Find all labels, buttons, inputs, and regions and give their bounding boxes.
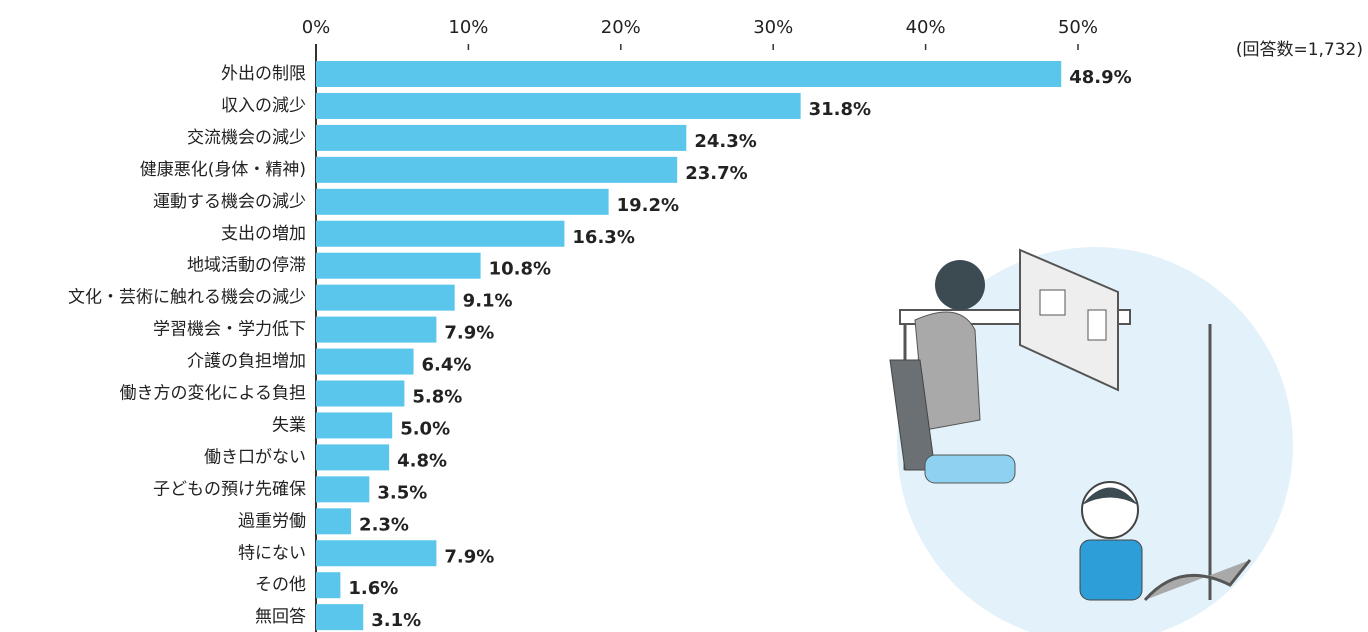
category-label: 無回答: [255, 607, 306, 627]
bar: [316, 508, 352, 535]
bar: [316, 252, 481, 279]
value-label: 16.3%: [572, 227, 634, 248]
value-label: 48.9%: [1069, 67, 1131, 88]
annotation: (回答数=1,732): [1236, 40, 1363, 60]
value-label: 6.4%: [422, 355, 472, 376]
bar: [316, 444, 390, 471]
value-label: 7.9%: [444, 546, 494, 567]
category-label: 外出の制限: [221, 64, 306, 84]
value-label: 10.8%: [489, 259, 551, 280]
bar: [316, 156, 678, 183]
x-tick-label: 10%: [448, 17, 488, 38]
bar: [316, 476, 370, 503]
category-label: 文化・芸術に触れる機会の減少: [68, 288, 306, 308]
x-tick-label: 20%: [601, 17, 641, 38]
category-label: 健康悪化(身体・精神): [140, 160, 306, 180]
bar: [316, 604, 364, 631]
category-label: 働き方の変化による負担: [120, 384, 307, 404]
bar: [316, 220, 565, 247]
category-label: 介護の負担増加: [187, 352, 306, 372]
value-label: 19.2%: [617, 195, 679, 216]
value-label: 31.8%: [809, 99, 871, 120]
bar: [316, 348, 414, 375]
value-label: 23.7%: [685, 163, 747, 184]
category-label: その他: [255, 575, 306, 595]
category-label: 支出の増加: [221, 224, 306, 244]
category-label: 収入の減少: [221, 96, 306, 116]
value-label: 24.3%: [694, 131, 756, 152]
bar: [316, 284, 455, 311]
bar: [316, 540, 437, 567]
bar: [316, 380, 405, 407]
category-label: 地域活動の停滞: [187, 256, 306, 276]
category-label: 過重労働: [238, 511, 306, 531]
bar: [316, 61, 1062, 87]
x-tick-label: 30%: [753, 17, 793, 38]
category-label: 失業: [272, 415, 306, 435]
category-label: 特にない: [238, 543, 306, 563]
value-label: 7.9%: [444, 323, 494, 344]
bar: [316, 188, 609, 215]
value-label: 5.0%: [400, 418, 450, 439]
illustration: [889, 247, 1293, 632]
x-tick-label: 0%: [302, 17, 331, 38]
x-tick-label: 50%: [1058, 17, 1098, 38]
bar: [316, 316, 437, 343]
category-label: 働き口がない: [204, 447, 306, 467]
category-label: 交流機会の減少: [187, 128, 306, 148]
value-label: 3.5%: [377, 482, 427, 503]
bar: [316, 124, 687, 151]
value-label: 5.8%: [412, 387, 462, 408]
value-label: 9.1%: [463, 291, 513, 312]
value-label: 3.1%: [371, 610, 421, 631]
category-label: 子どもの預け先確保: [153, 479, 306, 499]
value-label: 1.6%: [348, 578, 398, 599]
x-tick-label: 40%: [906, 17, 946, 38]
category-label: 運動する機会の減少: [153, 192, 306, 212]
bar: [316, 572, 341, 599]
value-label: 4.8%: [397, 450, 447, 471]
bar: [316, 412, 393, 439]
bar: [316, 92, 801, 119]
category-label: 学習機会・学力低下: [153, 320, 306, 340]
value-label: 2.3%: [359, 514, 409, 535]
